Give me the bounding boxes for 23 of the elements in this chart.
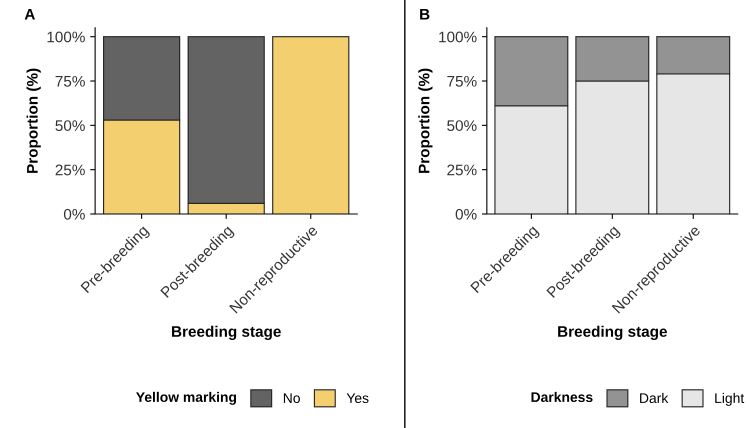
x-axis-title: Breeding stage (172, 326, 281, 340)
y-tick-label: 50% (447, 120, 477, 132)
y-tick-label: 75% (447, 76, 477, 87)
legend-title: Yellow marking (136, 392, 236, 405)
chart-title: B (420, 8, 430, 20)
y-tick-label: 100% (439, 32, 477, 42)
legend-label: Light (715, 392, 744, 406)
y-axis-title: Proportion (%) (26, 68, 41, 173)
y-tick-label: 0% (456, 208, 477, 220)
x-axis-title: Breeding stage (558, 326, 667, 340)
bar (272, 36, 350, 214)
y-tick-label: 50% (55, 120, 85, 132)
y-tick-label: 0% (64, 208, 85, 220)
legend-label: Yes (346, 393, 369, 404)
y-tick-label: 100% (47, 32, 85, 42)
chart-title: A (24, 8, 35, 20)
y-tick-label: 25% (447, 164, 477, 176)
y-axis-title: Proportion (%) (418, 68, 432, 173)
legend-label: Dark (640, 392, 668, 404)
legend-title: Darkness (532, 392, 593, 402)
y-tick-label: 75% (56, 76, 85, 87)
legend-label: No (284, 393, 300, 404)
y-tick-label: 25% (56, 164, 85, 176)
